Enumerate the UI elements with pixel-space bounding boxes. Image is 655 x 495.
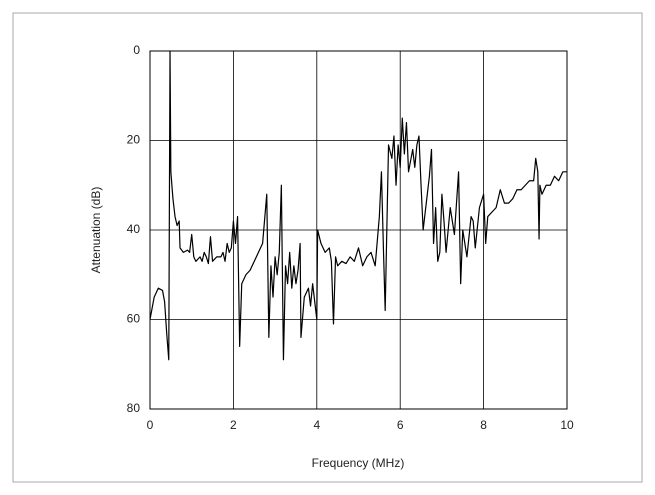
y-tick-label: 60: [127, 312, 141, 326]
x-tick-label: 8: [480, 418, 487, 432]
y-tick-label: 80: [127, 401, 141, 415]
y-tick-label: 0: [133, 43, 140, 57]
y-tick-label: 20: [127, 133, 141, 147]
y-axis-label: Attenuation (dB): [89, 187, 103, 274]
y-tick-label: 40: [127, 222, 141, 236]
x-tick-label: 2: [230, 418, 237, 432]
data-line: [149, 50, 567, 361]
x-tick-label: 10: [560, 418, 574, 432]
frame: [12, 12, 643, 483]
plot-border: [149, 50, 568, 410]
x-tick-label: 4: [313, 418, 320, 432]
x-tick-label: 6: [397, 418, 404, 432]
x-axis-label: Frequency (MHz): [312, 456, 405, 470]
x-tick-label: 0: [147, 418, 154, 432]
